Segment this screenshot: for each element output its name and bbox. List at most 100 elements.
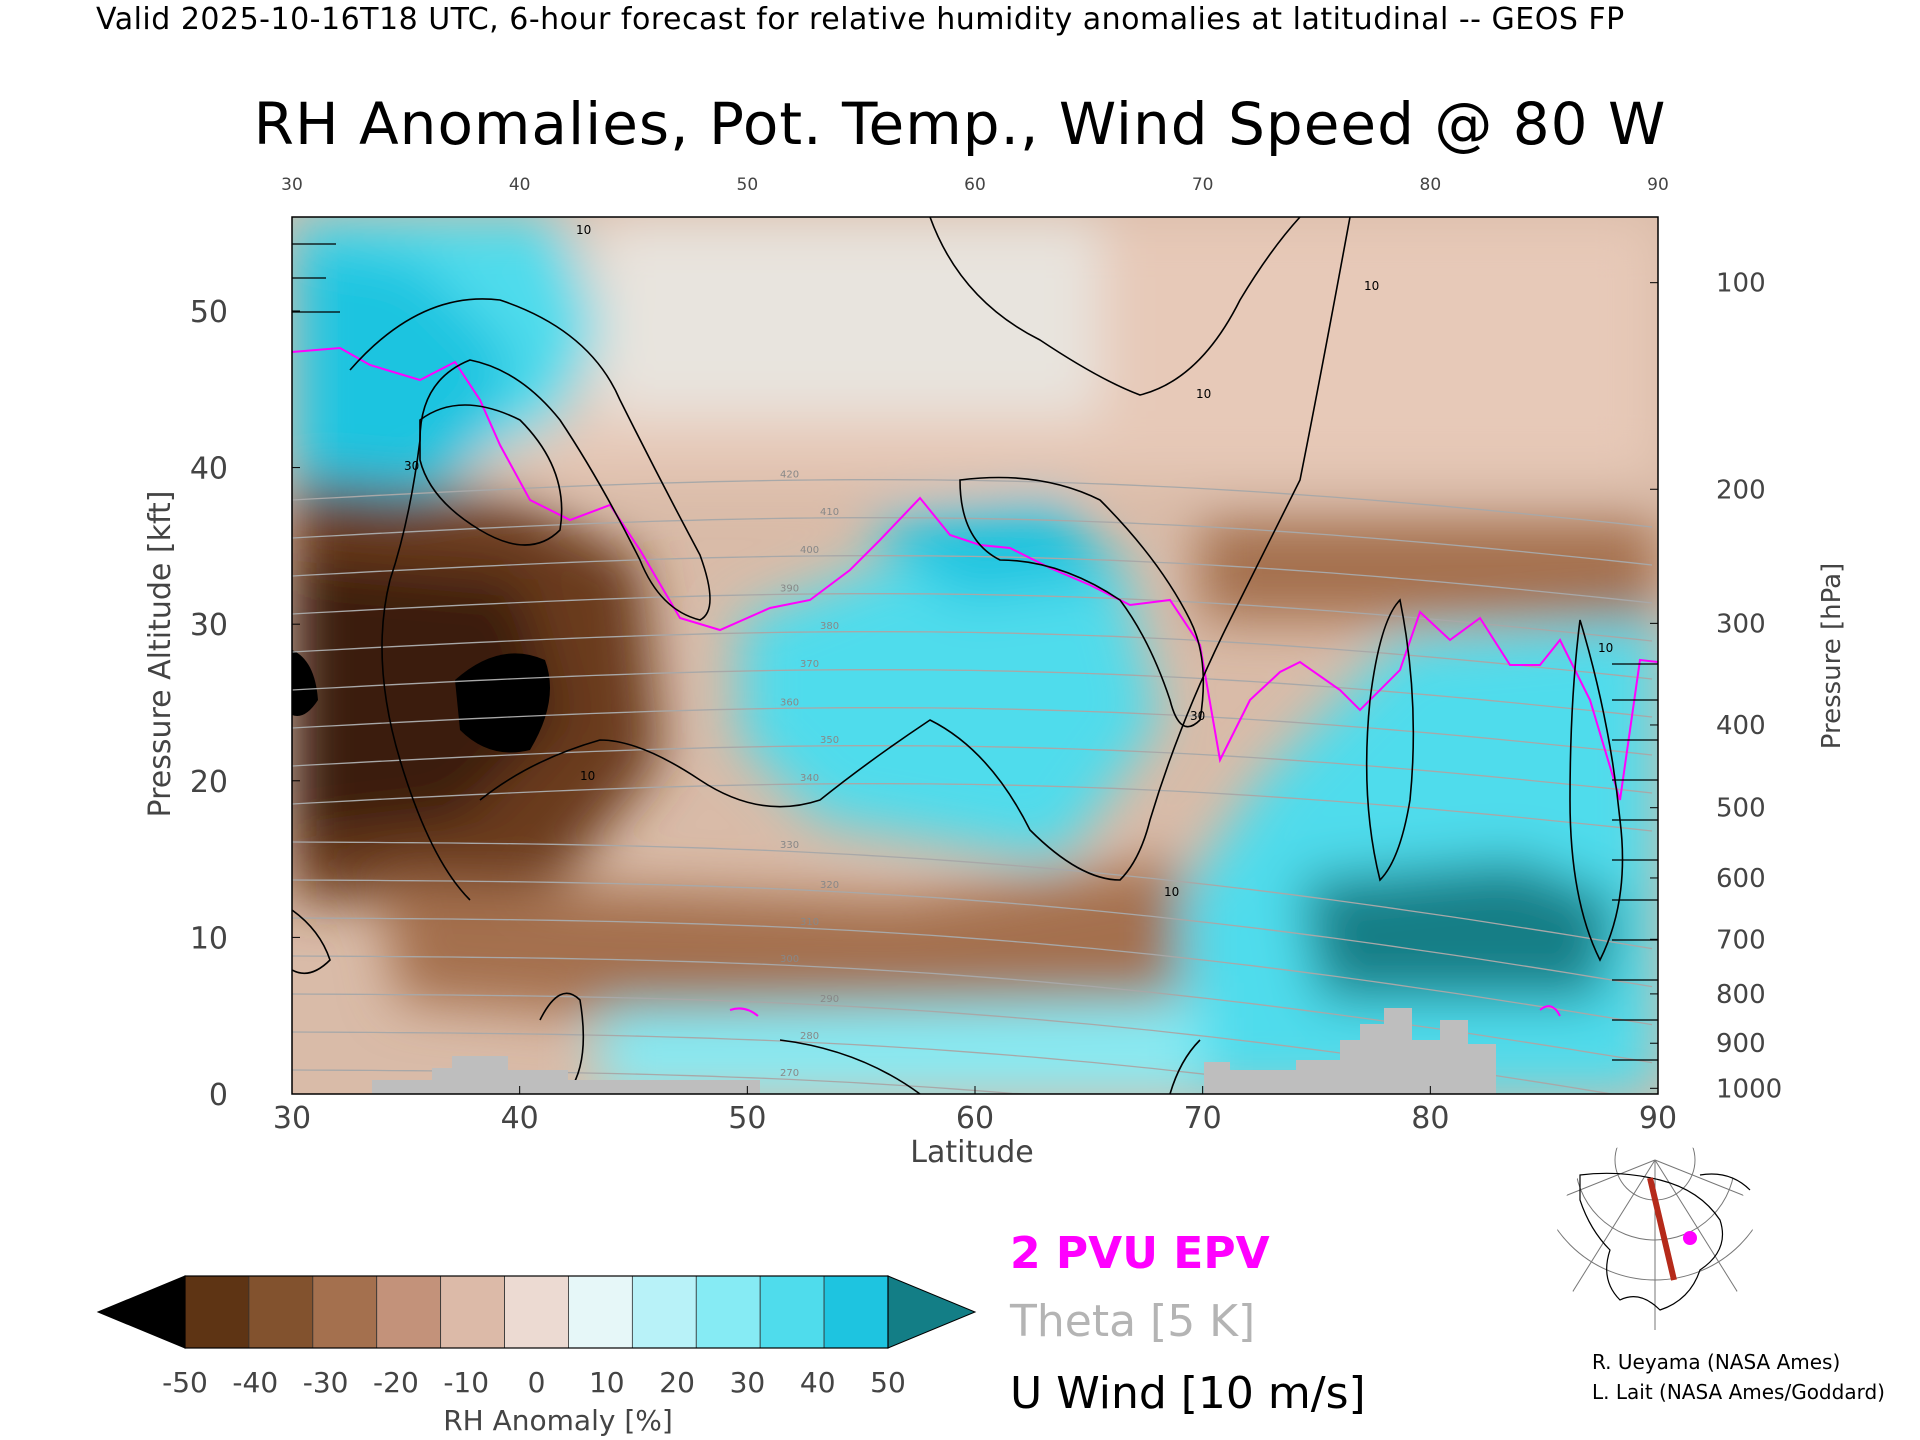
x-tick-label: 30 <box>273 1101 311 1136</box>
theta-contour <box>292 517 1653 566</box>
y2-axis-label: Pressure [hPa] <box>1817 563 1847 750</box>
x-top-tick-label: 30 <box>281 175 303 195</box>
colorbar-tick-label: -10 <box>443 1366 489 1399</box>
hatch-lines <box>292 243 1658 1061</box>
x-axis-top: 30 40 50 60 70 80 90 <box>281 175 1669 195</box>
colorbar-block <box>695 1275 761 1349</box>
theta-contour <box>292 669 1653 718</box>
legend-epv: 2 PVU EPV <box>1010 1228 1270 1279</box>
u-wind-contours <box>292 217 1624 1094</box>
rh-anomaly-field: 270 280 290 300 310 320 330 340 350 360 370 380 390 4… <box>292 217 1658 1094</box>
chart-title: RH Anomalies, Pot. Temp., Wind Speed @ 8… <box>253 90 1667 158</box>
wind-label-top-right: 10 <box>1196 387 1211 401</box>
colorbar-block <box>440 1275 505 1349</box>
y2-tick-label: 600 <box>1716 864 1766 894</box>
theta-label: 380 <box>820 621 839 632</box>
y2-tick-label: 700 <box>1716 925 1766 955</box>
colorbar-block <box>504 1275 569 1349</box>
wind-label-right: 10 <box>1364 279 1379 293</box>
colorbar-tick-label: -20 <box>373 1366 419 1399</box>
theta-contour <box>292 879 1653 988</box>
theta-contour <box>292 707 1653 756</box>
wind-contour-10-top <box>929 217 1301 396</box>
wind-contour-right-1 <box>1365 598 1415 882</box>
colorbar-low-arrow <box>96 1275 186 1349</box>
theta-contours: 270 280 290 300 310 320 330 340 350 360 370 380 390 4… <box>292 469 1653 1094</box>
wind-contour-right-2 <box>1569 619 1624 962</box>
theta-label: 370 <box>800 659 819 670</box>
x-tick-label: 70 <box>1184 1101 1222 1136</box>
theta-label: 290 <box>820 994 839 1005</box>
wind-contour-low-3 <box>1169 1039 1201 1094</box>
right-teal <box>1300 860 1620 1000</box>
y2-tick-label: 900 <box>1716 1029 1766 1059</box>
theta-contour <box>292 593 1653 642</box>
x-top-tick-label: 70 <box>1192 175 1214 195</box>
legend-wind: U Wind [10 m/s] <box>1010 1368 1366 1419</box>
y2-tick-label: 300 <box>1716 609 1766 639</box>
wind-contour-left-low <box>292 909 331 975</box>
upper-left-deep-cyan <box>300 240 520 500</box>
right-brown-band <box>1200 520 1658 620</box>
colorbar-block <box>312 1275 378 1349</box>
x-top-tick-label: 90 <box>1647 175 1669 195</box>
wind-contour-low-1 <box>539 992 585 1091</box>
wind-contour-30-left <box>419 404 563 546</box>
north-america-polar-map <box>1555 1140 1755 1330</box>
theta-label: 390 <box>780 583 799 594</box>
colorbar-tick-label: 0 <box>528 1366 546 1399</box>
map-transect-line <box>1647 1177 1677 1281</box>
rh-minimum-blob-2 <box>292 650 318 716</box>
epv-fragment-2 <box>1539 1005 1561 1017</box>
credit-line-1: R. Ueyama (NASA Ames) <box>1592 1350 1841 1374</box>
colorbar-tick-label: -30 <box>303 1366 349 1399</box>
credit-line-2: L. Lait (NASA Ames/Goddard) <box>1592 1380 1885 1404</box>
x-top-tick-label: 60 <box>964 175 986 195</box>
theta-label: 310 <box>800 917 819 928</box>
y-axis-right: 100 200 300 400 500 600 700 800 900 1000 <box>1650 269 1782 1104</box>
y2-tick-label: 100 <box>1716 269 1766 299</box>
colorbar-tick-label: 20 <box>659 1366 695 1399</box>
wind-label-center: 10 <box>1164 885 1179 899</box>
theta-contour <box>292 955 1653 1064</box>
x-top-tick-label: 80 <box>1420 175 1442 195</box>
y2-tick-label: 800 <box>1716 980 1766 1010</box>
y2-tick-label: 400 <box>1716 711 1766 741</box>
y2-tick-label: 200 <box>1716 475 1766 505</box>
colorbar-block <box>823 1275 889 1349</box>
theta-label: 280 <box>800 1031 819 1042</box>
wind-contour-10-left <box>349 298 711 901</box>
colorbar-tick-label: 50 <box>870 1366 906 1399</box>
theta-contour <box>292 841 1653 950</box>
colorbar-block <box>759 1275 825 1349</box>
theta-contour <box>292 631 1653 680</box>
y-axis-left: 0 10 20 30 40 50 <box>190 295 300 1113</box>
map-coastline <box>1579 1172 1724 1311</box>
theta-label: 410 <box>820 507 839 518</box>
theta-label: 420 <box>780 469 799 480</box>
theta-label: 360 <box>780 697 799 708</box>
wind-label-30-center: 30 <box>1190 709 1205 723</box>
y-tick-label: 30 <box>190 608 228 643</box>
colorbar-tick-label: 30 <box>730 1366 766 1399</box>
colorbar-tick-label: -50 <box>162 1366 208 1399</box>
theta-contour <box>292 555 1653 604</box>
colorbar-label: RH Anomaly [%] <box>443 1404 673 1437</box>
theta-label: 340 <box>800 773 819 784</box>
valid-time-header: Valid 2025-10-16T18 UTC, 6-hour forecast… <box>96 2 1625 37</box>
theta-label: 400 <box>800 545 819 556</box>
theta-label: 270 <box>780 1068 799 1079</box>
y-axis-label: Pressure Altitude [kft] <box>143 491 178 818</box>
colorbar-frame <box>184 1275 889 1349</box>
colorbar-block <box>568 1275 633 1349</box>
center-cyan <box>740 520 1160 860</box>
colorbar-high-arrow <box>887 1275 977 1349</box>
wind-label-30-left: 30 <box>404 459 419 473</box>
x-axis-label: Latitude <box>910 1135 1033 1170</box>
y-tick-label: 20 <box>190 765 228 800</box>
legend-theta: Theta [5 K] <box>1010 1296 1256 1347</box>
x-tick-label: 80 <box>1411 1101 1449 1136</box>
x-top-tick-label: 40 <box>509 175 531 195</box>
upper-pale-region <box>600 217 1100 417</box>
wind-label-top-left: 10 <box>576 223 591 237</box>
